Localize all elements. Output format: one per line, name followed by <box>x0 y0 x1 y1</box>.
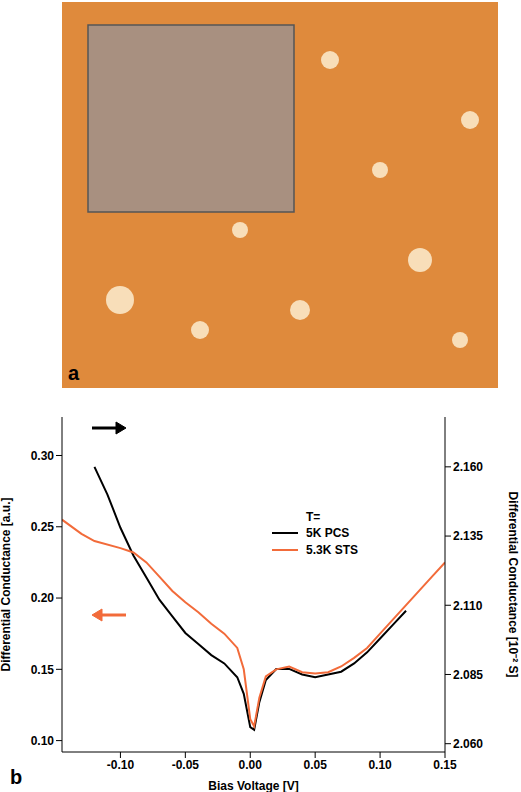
html-text:5.3K STS: 5.3K STS <box>306 542 358 557</box>
svg-text:Bias Voltage [V]: Bias Voltage [V] <box>208 779 298 792</box>
svg-text:-0.05: -0.05 <box>172 758 200 772</box>
svg-text:a: a <box>68 362 80 384</box>
svg-text:0.30: 0.30 <box>31 449 55 463</box>
svg-text:0.15: 0.15 <box>433 758 457 772</box>
svg-text:0.00: 0.00 <box>239 758 263 772</box>
html-text:5K PCS: 5K PCS <box>306 525 350 540</box>
html-text:b: b <box>10 766 23 788</box>
svg-text:0.05: 0.05 <box>303 758 327 772</box>
svg-text:-0.10: -0.10 <box>107 758 135 772</box>
svg-text:2.110: 2.110 <box>453 599 483 613</box>
svg-text:0.10: 0.10 <box>368 758 392 772</box>
svg-text:Differential Conductance [10⁻²: Differential Conductance [10⁻² S] <box>506 491 520 677</box>
svg-text:0.20: 0.20 <box>31 591 55 605</box>
svg-text:2.135: 2.135 <box>453 529 483 543</box>
svg-text:Differential Conductance [a.u.: Differential Conductance [a.u.] <box>0 497 13 671</box>
svg-text:0.15: 0.15 <box>31 663 55 677</box>
svg-text:2.085: 2.085 <box>453 668 483 682</box>
svg-text:2.160: 2.160 <box>453 460 483 474</box>
html-text:T=: T= <box>306 510 321 524</box>
svg-text:2.060: 2.060 <box>453 737 483 751</box>
svg-text:0.10: 0.10 <box>31 734 55 748</box>
svg-text:0.25: 0.25 <box>31 520 55 534</box>
